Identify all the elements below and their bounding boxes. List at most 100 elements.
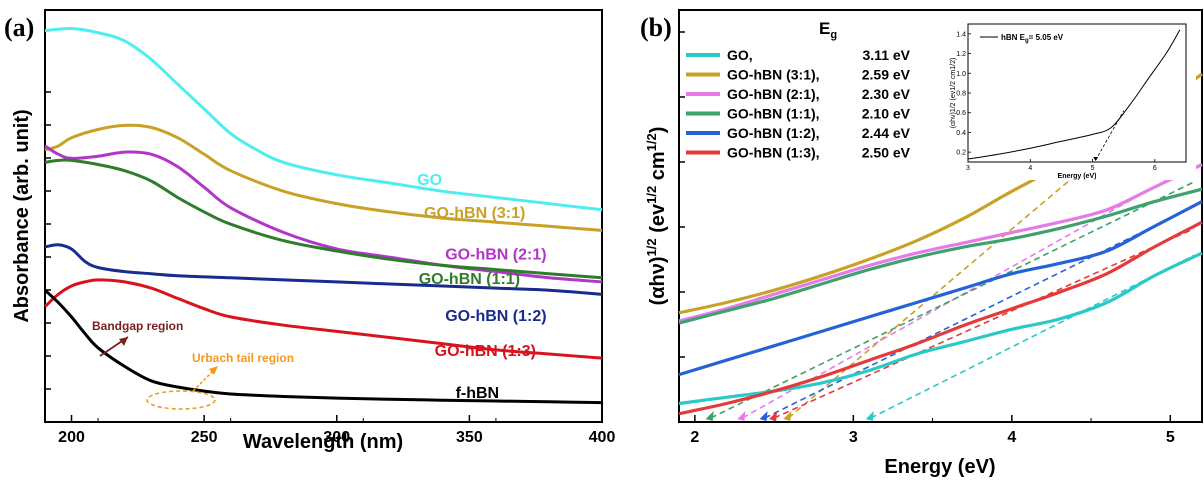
panel-b-x-tick-label: 4 xyxy=(1007,429,1016,446)
inset-plot: 3 4 5 6 0.2 0.4 0.6 0.8 1.0 1.2 1.4 hBN Eg= 5.05 e… xyxy=(946,18,1196,180)
curve-label-go-hbn-3-1: GO-hBN (3:1) xyxy=(424,205,525,222)
series-f-hbn xyxy=(43,289,603,405)
panel-a-curve-labels: GO GO-hBN (3:1) GO-hBN (2:1) GO-hBN (1:1) GO… xyxy=(417,172,546,402)
legend-label-go-hbn-1-1: GO-hBN (1:1), xyxy=(727,106,820,122)
eg-marker-go-hbn-1-1 xyxy=(705,411,714,421)
panel-a-x-tick-label: 200 xyxy=(58,429,85,446)
panel-a-label: (a) xyxy=(4,13,34,42)
inset-fit-line xyxy=(1095,110,1125,161)
urbach-arrow xyxy=(192,369,215,392)
inset-legend-label: hBN E xyxy=(1001,33,1026,42)
eg-marker-go-hbn-1-3 xyxy=(769,411,778,421)
svg-text:Eg: Eg xyxy=(819,19,837,41)
inset-x-tick-label: 4 xyxy=(1028,165,1032,172)
series-go-hbn-2-1 xyxy=(678,163,1203,323)
inset-legend-sub: g xyxy=(1025,38,1029,44)
inset-y-tick-label: 0.4 xyxy=(956,130,966,137)
legend-title: E xyxy=(819,19,830,38)
series-go xyxy=(678,251,1203,406)
series-go-hbn-1-1 xyxy=(678,187,1203,325)
panel-a-y-axis-title: Absorbance (arb. unit) xyxy=(11,109,33,322)
panel-b-series xyxy=(678,72,1203,416)
inset-eg-marker xyxy=(1093,157,1099,161)
fit-line-go-hbn-1-3 xyxy=(773,227,1195,419)
panel-b: (b) 2 3 4 5 Eg GO, 3.11 eV GO-hBN (3:1), 2.59 … xyxy=(640,9,1203,478)
inset-y-tick-label: 1.2 xyxy=(956,51,966,58)
fit-line-go-hbn-2-1 xyxy=(742,163,1195,419)
panel-a-x-tick-label: 250 xyxy=(191,429,218,446)
bandgap-label: Bandgap region xyxy=(92,319,183,333)
panel-b-x-tick-label: 3 xyxy=(849,429,858,446)
panel-a-x-tick-label: 400 xyxy=(589,429,616,446)
inset-series xyxy=(967,29,1181,161)
legend-eg-go-hbn-2-1: 2.30 eV xyxy=(862,86,911,102)
inset-y-tick-label: 1.0 xyxy=(956,71,966,78)
panel-a-x-axis-title: Wavelength (nm) xyxy=(243,431,403,453)
urbach-annotation: Urbach tail region xyxy=(146,351,294,410)
series-go-hbn-1-3 xyxy=(43,278,603,360)
eg-marker-go-hbn-2-1 xyxy=(737,411,746,421)
legend-label-go-hbn-3-1: GO-hBN (3:1), xyxy=(727,67,820,83)
curve-label-go: GO xyxy=(417,172,442,189)
legend-label-go: GO, xyxy=(727,47,753,63)
inset-series-hbn xyxy=(967,29,1181,160)
inset-x-tick-label: 3 xyxy=(966,165,970,172)
inset-ticks: 3 4 5 6 0.2 0.4 0.6 0.8 1.0 1.2 1.4 xyxy=(956,31,1157,172)
curve-label-go-hbn-1-1: GO-hBN (1:1) xyxy=(419,271,520,288)
curve-label-go-hbn-1-3: GO-hBN (1:3) xyxy=(435,343,536,360)
panel-b-y-axis-title: (αhν)1/2 (ev1/2 cm1/2) xyxy=(644,127,669,306)
panel-b-frame xyxy=(678,9,1203,423)
eg-marker-go-hbn-3-1 xyxy=(783,411,792,421)
inset-y-tick-label: 0.6 xyxy=(956,110,966,117)
bandgap-arrowhead xyxy=(119,337,128,346)
panel-b-legend: Eg GO, 3.11 eV GO-hBN (3:1), 2.59 eV GO-hBN … xyxy=(686,19,911,161)
legend-label-go-hbn-2-1: GO-hBN (2:1), xyxy=(727,86,820,102)
inset-legend-value: = 5.05 eV xyxy=(1029,33,1064,42)
curve-label-go-hbn-1-2: GO-hBN (1:2) xyxy=(445,308,546,325)
panel-b-intercept-markers xyxy=(705,411,874,421)
series-go xyxy=(44,26,603,212)
inset-y-tick-label: 0.2 xyxy=(956,150,966,157)
legend-title-sub: g xyxy=(830,29,837,41)
series-go-hbn-1-2 xyxy=(678,200,1203,377)
panel-b-y-tick-marks xyxy=(679,31,685,358)
panel-b-x-tick-label: 2 xyxy=(690,429,699,446)
urbach-ellipse xyxy=(146,390,216,410)
legend-label-go-hbn-1-3: GO-hBN (1:3), xyxy=(727,145,820,161)
legend-eg-go-hbn-1-1: 2.10 eV xyxy=(862,106,911,122)
eg-marker-go xyxy=(865,411,874,421)
panel-a-x-tick-label: 300 xyxy=(323,429,350,446)
urbach-arrowhead xyxy=(209,366,218,375)
series-go-hbn-3-1 xyxy=(44,123,603,232)
panel-a-series xyxy=(43,26,603,405)
inset-x-axis-title: Energy (eV) xyxy=(1058,173,1097,180)
inset-y-axis-title: (αhν)1/2 (ev1/2 cm1/2) xyxy=(950,58,957,129)
panel-b-x-axis-title: Energy (eV) xyxy=(884,456,995,478)
urbach-label: Urbach tail region xyxy=(192,351,294,365)
curve-label-f-hbn: f-hBN xyxy=(456,385,500,402)
panel-a-frame xyxy=(44,9,603,423)
legend-eg-go-hbn-3-1: 2.59 eV xyxy=(862,67,911,83)
panel-a: (a) 200 250 300 350 400 GO GO-hBN (3:1) GO-hBN… xyxy=(4,9,615,453)
svg-text:hBN Eg= 5.05 eV: hBN Eg= 5.05 eV xyxy=(1001,33,1064,44)
bandgap-annotation: Bandgap region xyxy=(92,319,183,357)
legend-eg-go-hbn-1-2: 2.44 eV xyxy=(862,125,911,141)
eg-marker-go-hbn-1-2 xyxy=(759,411,768,421)
series-go-hbn-1-3 xyxy=(678,220,1203,416)
panel-a-x-tick-label: 350 xyxy=(456,429,483,446)
inset-background xyxy=(946,18,1196,180)
panel-a-x-ticks: 200 250 300 350 400 xyxy=(58,415,615,446)
legend-eg-go-hbn-1-3: 2.50 eV xyxy=(862,145,911,161)
panel-b-x-tick-label: 5 xyxy=(1166,429,1175,446)
panel-b-label: (b) xyxy=(640,13,672,42)
curve-label-go-hbn-2-1: GO-hBN (2:1) xyxy=(445,246,546,263)
legend-eg-go: 3.11 eV xyxy=(863,47,911,63)
inset-y-tick-label: 0.8 xyxy=(956,91,966,98)
legend-label-go-hbn-1-2: GO-hBN (1:2), xyxy=(727,125,820,141)
series-go-hbn-1-2 xyxy=(44,243,603,296)
inset-x-tick-label: 6 xyxy=(1153,165,1157,172)
inset-legend: hBN Eg= 5.05 eV xyxy=(980,33,1064,44)
inset-x-tick-label: 5 xyxy=(1091,165,1095,172)
inset-y-tick-label: 1.4 xyxy=(956,31,966,38)
